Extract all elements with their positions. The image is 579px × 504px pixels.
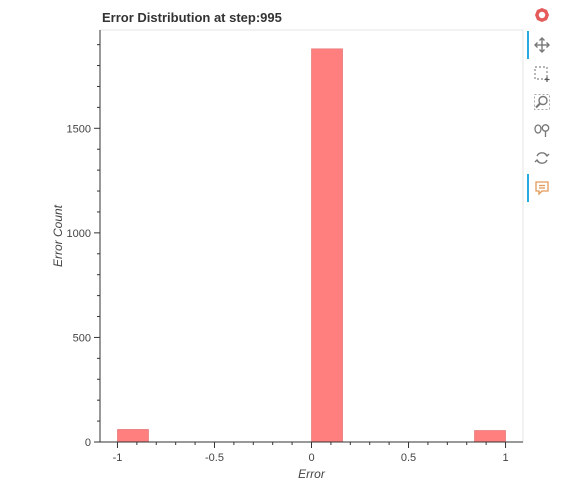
hover-icon[interactable] (531, 177, 553, 199)
x-axis-label: Error (298, 467, 326, 481)
histogram-bar (311, 48, 343, 443)
y-axis-label: Error Count (51, 204, 65, 267)
y-tick-label: 1000 (67, 228, 91, 240)
x-tick-label: 1 (502, 452, 508, 464)
x-tick-label: 0 (308, 452, 314, 464)
chart-title: Error Distribution at step:995 (102, 10, 282, 25)
bokeh-logo-icon[interactable] (531, 4, 553, 26)
lasso-select-icon[interactable] (531, 119, 553, 141)
pan-icon[interactable] (531, 34, 553, 56)
chart-toolbar (527, 4, 557, 214)
y-tick-label: 1500 (67, 123, 91, 135)
x-tick-label: 0.5 (401, 452, 416, 464)
histogram-bar (117, 429, 149, 443)
histogram-bar (474, 430, 506, 443)
y-tick-label: 500 (73, 332, 91, 344)
y-tick-label: 0 (85, 437, 91, 449)
reset-icon[interactable] (531, 147, 553, 169)
wheel-zoom-icon[interactable] (531, 91, 553, 113)
box-zoom-icon[interactable] (531, 63, 553, 85)
x-tick-label: -1 (113, 452, 123, 464)
x-tick-label: -0.5 (205, 452, 224, 464)
